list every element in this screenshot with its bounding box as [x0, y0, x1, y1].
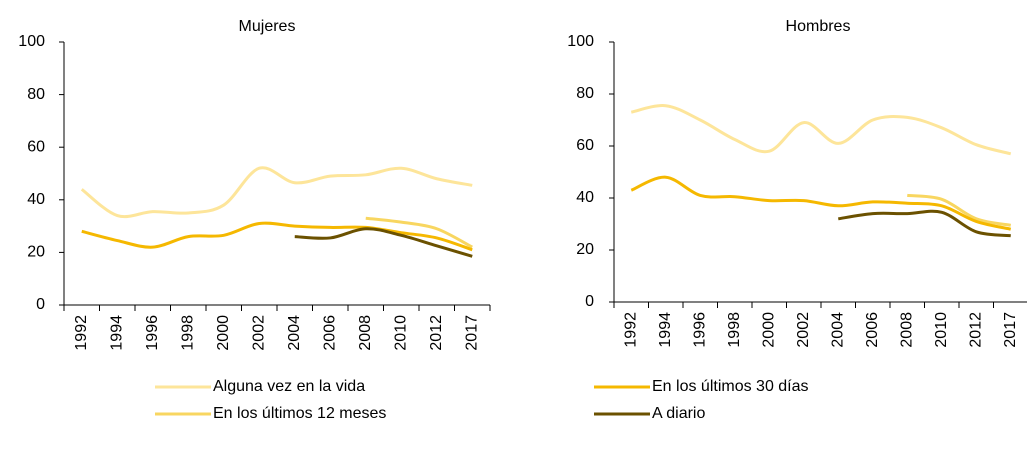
- x-tick-label: 1992: [73, 315, 90, 351]
- x-tick-label: 2017: [463, 315, 480, 351]
- y-tick-label: 80: [576, 85, 594, 102]
- series-line: [630, 104, 1012, 156]
- y-tick-label: 40: [27, 191, 45, 208]
- x-tick-label: 1994: [108, 315, 125, 351]
- series-line: [80, 166, 473, 219]
- series-line: [81, 221, 473, 252]
- series-line: [907, 193, 1012, 227]
- x-tick-label: 1996: [691, 312, 708, 348]
- series-line: [838, 209, 1011, 238]
- y-tick-label: 0: [585, 293, 594, 310]
- series-line: [294, 227, 473, 258]
- y-tick-label: 80: [27, 86, 45, 103]
- x-tick-label: 2000: [215, 315, 232, 351]
- series-line: [630, 175, 1012, 231]
- legend-label: En los últimos 30 días: [652, 378, 809, 395]
- chart-title: Hombres: [786, 18, 851, 35]
- x-tick-label: 2012: [428, 315, 445, 351]
- x-tick-label: 2010: [392, 315, 409, 351]
- x-tick-label: 1998: [726, 312, 743, 348]
- chart-title: Mujeres: [239, 18, 296, 35]
- x-tick-label: 2006: [864, 312, 881, 348]
- x-tick-label: 1998: [179, 315, 196, 351]
- x-tick-label: 2006: [321, 315, 338, 351]
- x-tick-label: 1996: [144, 315, 161, 351]
- x-tick-label: 1994: [657, 312, 674, 348]
- y-tick-label: 40: [576, 189, 594, 206]
- x-tick-label: 2008: [357, 315, 374, 351]
- series-line: [365, 216, 473, 249]
- x-tick-label: 2010: [933, 312, 950, 348]
- y-tick-label: 100: [567, 33, 594, 50]
- x-tick-label: 2008: [898, 312, 915, 348]
- y-tick-label: 100: [18, 33, 45, 50]
- y-tick-label: 20: [27, 244, 45, 261]
- y-tick-label: 0: [36, 296, 45, 313]
- x-tick-label: 2012: [967, 312, 984, 348]
- x-tick-label: 2004: [286, 315, 303, 351]
- y-tick-label: 20: [576, 241, 594, 258]
- legend-label: A diario: [652, 405, 705, 422]
- y-tick-label: 60: [576, 137, 594, 154]
- x-tick-label: 2002: [795, 312, 812, 348]
- x-tick-label: 1992: [622, 312, 639, 348]
- legend-label: En los últimos 12 meses: [213, 405, 386, 422]
- legend-label: Alguna vez en la vida: [213, 378, 365, 395]
- x-tick-label: 2002: [250, 315, 267, 351]
- y-tick-label: 60: [27, 138, 45, 155]
- x-tick-label: 2017: [1002, 312, 1019, 348]
- x-tick-label: 2004: [829, 312, 846, 348]
- x-tick-label: 2000: [760, 312, 777, 348]
